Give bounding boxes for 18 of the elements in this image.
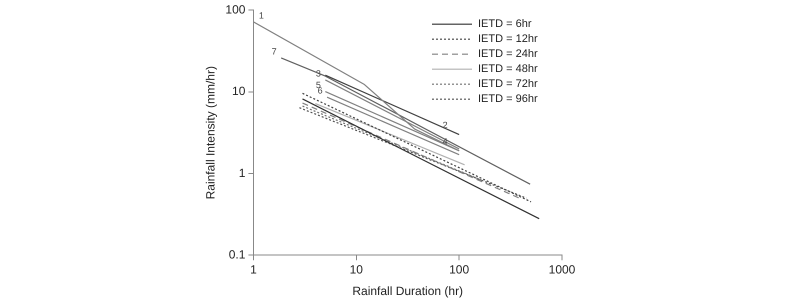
legend-label: IETD = 24hr — [478, 48, 538, 60]
legend-label: IETD = 72hr — [478, 78, 538, 90]
y-axis-title: Rainfall Intensity (mm/hr) — [204, 66, 218, 200]
legend-label: IETD = 96hr — [478, 93, 538, 106]
legend-label: IETD = 6hr — [478, 18, 532, 30]
y-tick-label: 100 — [225, 2, 246, 17]
legend-label: IETD = 12hr — [478, 33, 538, 46]
x-axis-title: Rainfall Duration (hr) — [352, 284, 464, 298]
y-tick-label: 1 — [238, 166, 246, 180]
x-tick-label: 10 — [350, 262, 364, 277]
annotation: 7 — [272, 46, 277, 56]
legend-label: IETD = 48hr — [478, 63, 538, 76]
x-tick-label: 1000 — [548, 262, 576, 277]
x-tick-label: 100 — [449, 262, 470, 277]
y-tick-label: 0.1 — [228, 248, 246, 262]
annotation: 1 — [258, 10, 264, 20]
y-tick-label: 10 — [232, 84, 246, 98]
x-tick-label: 1 — [250, 262, 258, 277]
